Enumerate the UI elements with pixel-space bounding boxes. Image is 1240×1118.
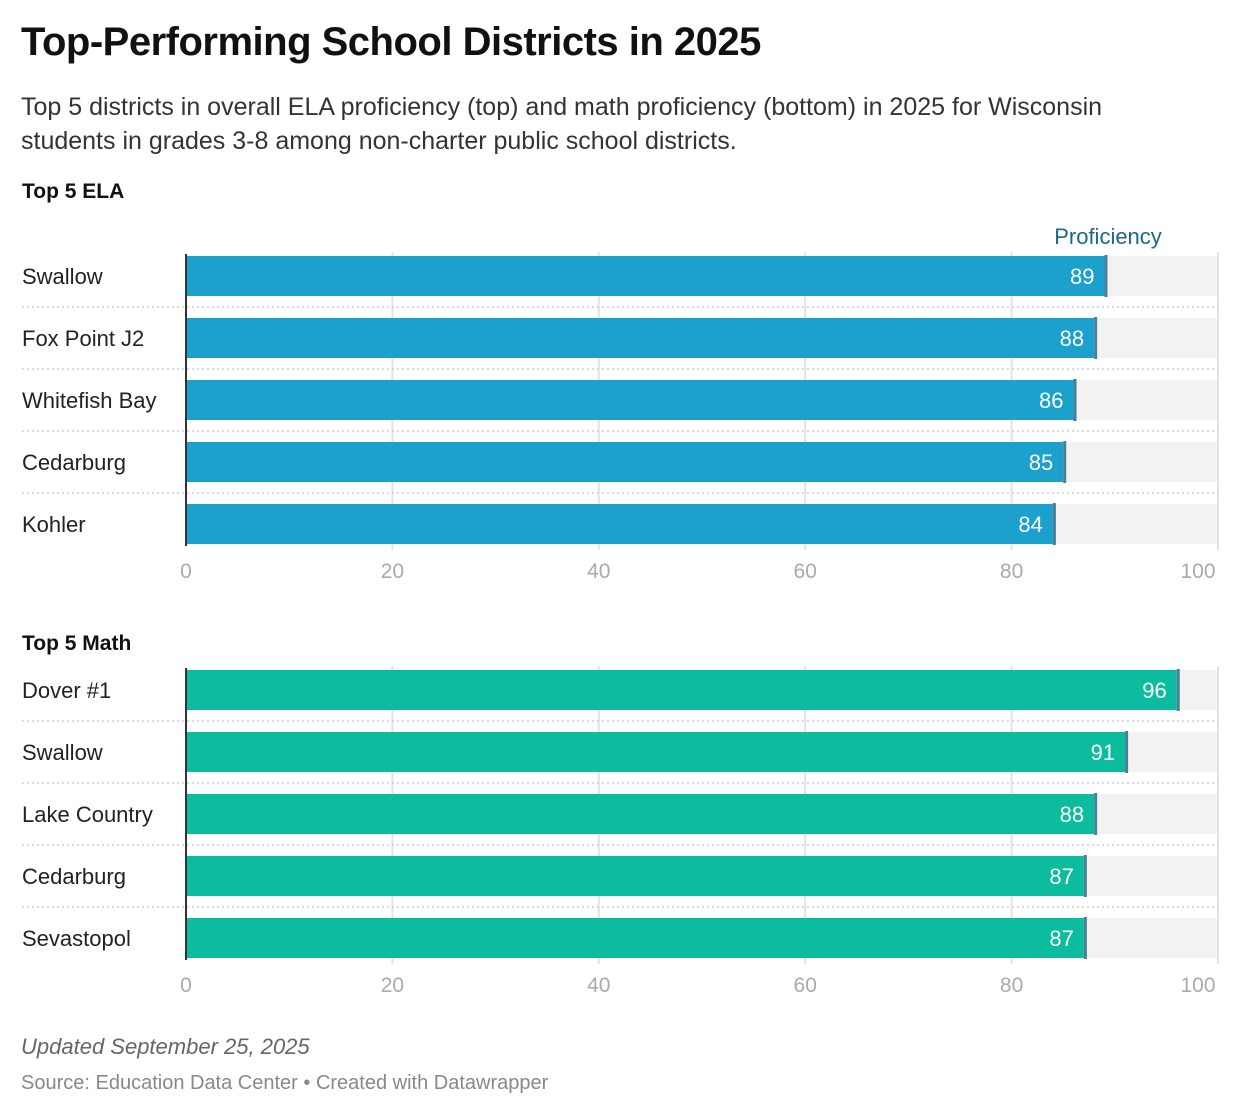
x-tick-label: 100	[1180, 560, 1215, 583]
bar-end-marker	[1073, 379, 1077, 421]
bar-end-marker	[1176, 669, 1180, 711]
ela-section-title: Top 5 ELA	[22, 180, 125, 203]
category-label: Swallow	[22, 264, 103, 289]
x-tick-label: 0	[180, 560, 192, 583]
value-label: 88	[1060, 326, 1084, 351]
category-label: Lake Country	[22, 802, 153, 827]
bar	[186, 504, 1053, 544]
bar-end-marker	[1104, 255, 1108, 297]
x-tick-label: 60	[794, 974, 817, 997]
x-tick-label: 40	[587, 974, 610, 997]
category-label: Cedarburg	[22, 864, 126, 889]
bar-end-marker	[1094, 793, 1098, 835]
bar-end-marker	[1083, 917, 1087, 959]
bar	[186, 442, 1064, 482]
value-label: 88	[1060, 802, 1084, 827]
x-tick-label: 0	[180, 974, 192, 997]
category-label: Whitefish Bay	[22, 388, 157, 413]
value-label: 89	[1070, 264, 1094, 289]
category-label: Fox Point J2	[22, 326, 144, 351]
value-label: 84	[1018, 512, 1042, 537]
value-label: 91	[1091, 740, 1115, 765]
value-label: 96	[1142, 678, 1166, 703]
bar-end-marker	[1125, 731, 1129, 773]
value-label: 85	[1029, 450, 1053, 475]
x-tick-label: 20	[381, 560, 404, 583]
bar	[186, 670, 1177, 710]
category-label: Cedarburg	[22, 450, 126, 475]
category-label: Kohler	[22, 512, 86, 537]
updated-note: Updated September 25, 2025	[21, 1034, 310, 1059]
category-label: Swallow	[22, 740, 103, 765]
bar-end-marker	[1094, 317, 1098, 359]
value-label: 87	[1049, 864, 1073, 889]
math-section-title: Top 5 Math	[22, 632, 132, 655]
source-note: Source: Education Data Center • Created …	[21, 1072, 549, 1094]
bar-end-marker	[1083, 855, 1087, 897]
legend-label: Proficiency	[1054, 224, 1162, 249]
bar	[186, 256, 1105, 296]
value-label: 87	[1049, 926, 1073, 951]
value-label: 86	[1039, 388, 1063, 413]
category-label: Dover #1	[22, 678, 111, 703]
x-tick-label: 80	[1000, 560, 1023, 583]
bar	[186, 856, 1084, 896]
bar-end-marker	[1052, 503, 1056, 545]
bar	[186, 318, 1095, 358]
bar	[186, 732, 1126, 772]
chart-title: Top-Performing School Districts in 2025	[21, 20, 761, 64]
x-tick-label: 40	[587, 560, 610, 583]
category-label: Sevastopol	[22, 926, 131, 951]
x-tick-label: 80	[1000, 974, 1023, 997]
x-tick-label: 60	[794, 560, 817, 583]
x-tick-label: 100	[1180, 974, 1215, 997]
bar	[186, 380, 1074, 420]
x-tick-label: 20	[381, 974, 404, 997]
chart-subtitle: Top 5 districts in overall ELA proficien…	[21, 93, 1103, 155]
bar-end-marker	[1063, 441, 1067, 483]
bar	[186, 918, 1084, 958]
bar	[186, 794, 1095, 834]
